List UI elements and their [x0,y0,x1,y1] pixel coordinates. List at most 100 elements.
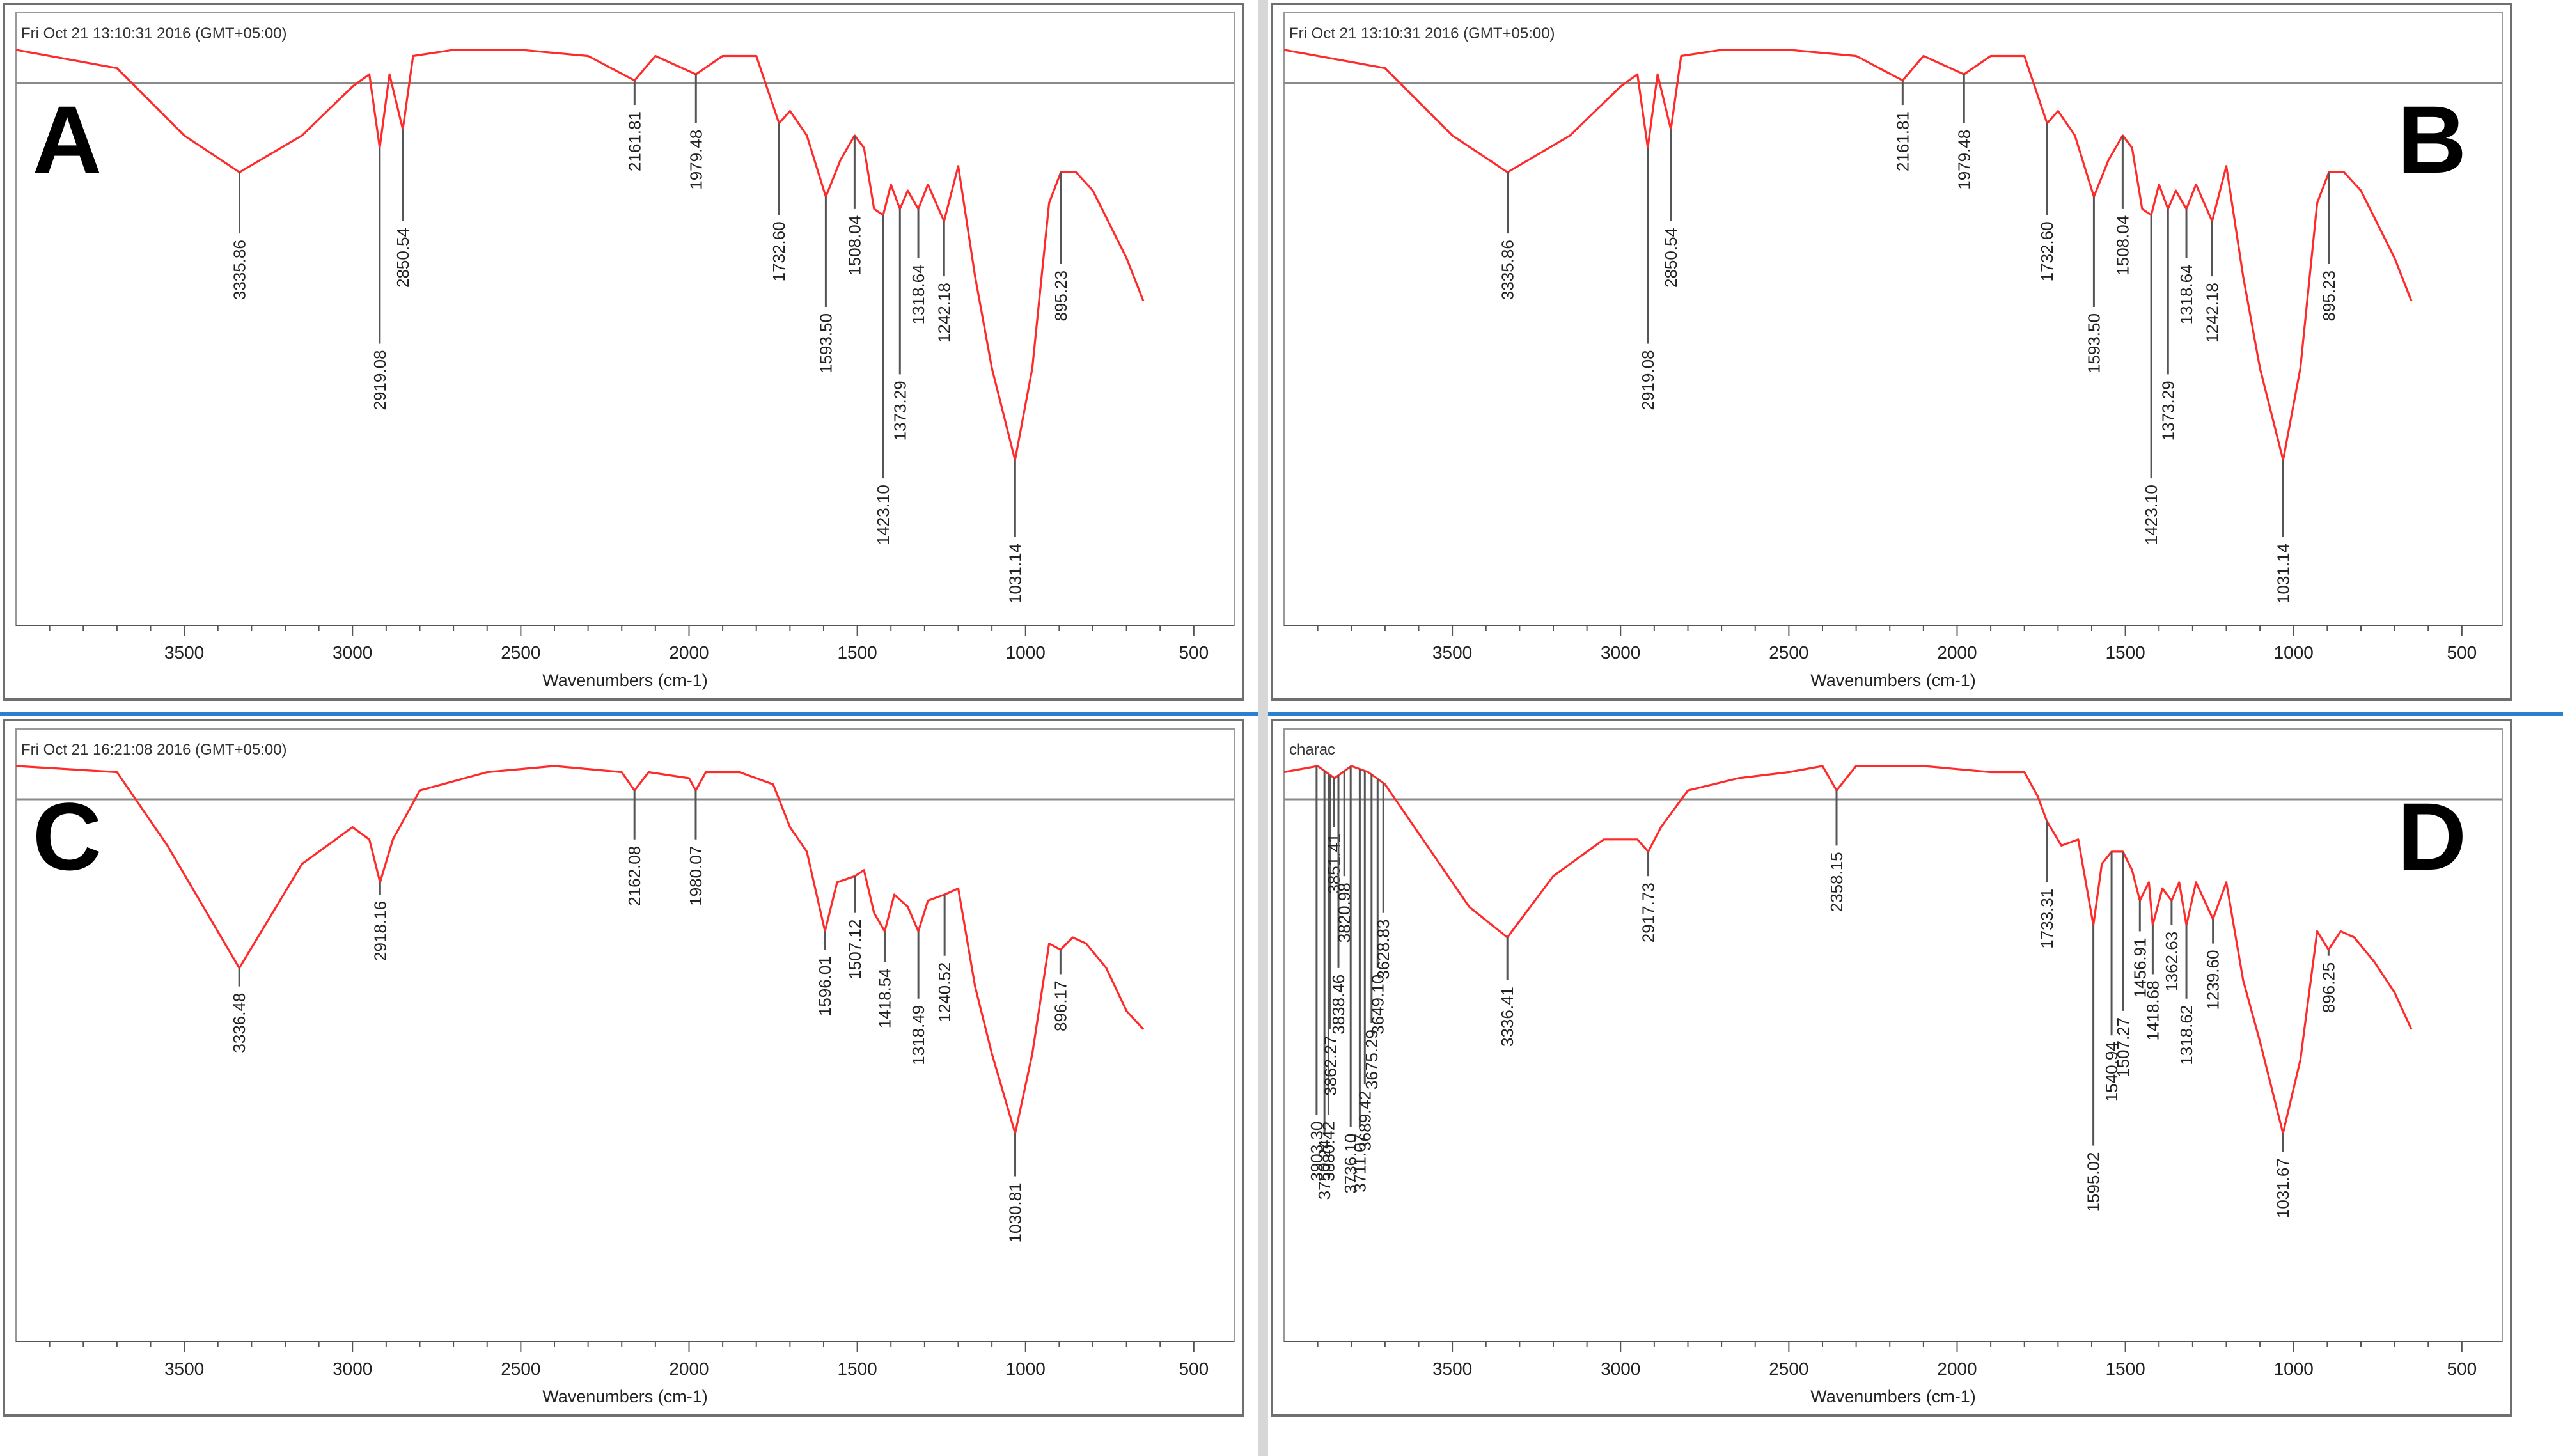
x-tick-label: 2000 [669,643,709,662]
peak-label: 1508.04 [2113,215,2132,276]
plot-frame [3,3,1244,701]
peak-label: 1733.31 [2037,889,2057,949]
peak-label: 3335.86 [230,240,249,300]
peak-label: 1418.68 [2143,980,2162,1040]
peak-label: 3711.07 [1350,1134,1369,1193]
x-axis-label: Wavenumbers (cm-1) [542,1387,708,1406]
peak-label: 1373.29 [2158,380,2177,441]
spectrum-line [15,765,1145,1134]
peak-label: 1593.50 [816,313,835,373]
x-axis-label: Wavenumbers (cm-1) [1810,671,1976,690]
peak-label: 3689.42 [1355,1091,1374,1151]
x-tick-label: 1000 [1006,1359,1046,1379]
peak-label: 3880.42 [1319,1122,1338,1182]
x-tick-label: 1500 [837,643,877,662]
x-tick-label: 1000 [2274,1359,2314,1379]
x-tick-label: 3000 [1601,643,1640,662]
x-tick-label: 2000 [669,1359,709,1379]
peak-label: 2850.54 [393,228,412,288]
peak-label: 3750.24 [1315,1139,1334,1200]
peak-label: 1318.49 [909,1005,928,1065]
peak-label: 1980.07 [686,846,705,906]
peak-label: 1318.64 [909,264,928,324]
x-tick-label: 3000 [1601,1359,1640,1379]
horizontal-panel-separator [0,712,2563,716]
spectrum-header-text: Fri Oct 21 13:10:31 2016 (GMT+05:00) [21,25,287,42]
peak-label: 1732.60 [769,221,788,281]
peak-label: 1031.67 [2273,1158,2293,1218]
peak-label: 1423.10 [874,485,893,545]
spectrum-panel-d: charac 3903.30 3750.24 3880.42 3862.27 3851.4… [1268,716,2515,1420]
peak-label: 3851.41 [1324,834,1344,894]
peak-label: 3628.83 [1374,920,1393,980]
panel-letter: D [2397,783,2466,890]
peak-label: 3649.10 [1368,975,1387,1035]
panel-letter: B [2397,86,2466,193]
peak-label: 3838.46 [1329,975,1348,1035]
peak-label: 1030.81 [1006,1182,1025,1242]
peak-label: 1508.04 [845,215,864,276]
peak-label: 2850.54 [1661,228,1681,288]
peak-label: 1732.60 [2037,221,2057,281]
peak-label: 1239.60 [2204,950,2223,1010]
x-axis-label: Wavenumbers (cm-1) [542,671,708,690]
peak-label: 1031.14 [1005,544,1024,604]
x-tick-label: 3500 [1432,1359,1472,1379]
x-axis-label: Wavenumbers (cm-1) [1810,1387,1976,1406]
spectrum-panel-c: Fri Oct 21 16:21:08 2016 (GMT+05:00) 3336… [0,716,1247,1420]
peak-label: 1507.27 [2113,1017,2133,1077]
peak-label: 1979.48 [686,130,705,190]
peak-label: 1507.12 [845,920,865,980]
x-tick-label: 1500 [2105,643,2145,662]
peak-label: 896.25 [2319,962,2338,1014]
panel-letter: A [33,86,102,193]
peak-label: 2161.81 [625,111,644,171]
x-tick-label: 3500 [1432,643,1472,662]
x-tick-label: 3500 [164,643,204,662]
peak-label: 1031.14 [2273,544,2293,604]
peak-label: 1240.52 [935,962,954,1022]
x-tick-label: 2000 [1937,1359,1977,1379]
x-tick-label: 1000 [2274,643,2314,662]
peak-label: 1596.01 [815,956,835,1016]
peak-label: 1242.18 [934,283,953,343]
spectrum-panel-b: Fri Oct 21 13:10:31 2016 (GMT+05:00) 3335… [1268,0,2515,703]
peak-label: 1318.62 [2177,1005,2196,1065]
panel-letter: C [33,783,102,890]
peak-label: 1318.64 [2177,264,2196,324]
x-tick-label: 1500 [837,1359,877,1379]
spectrum-header-text: charac [1289,741,1335,758]
spectrum-chart-svg: Fri Oct 21 16:21:08 2016 (GMT+05:00) 3336… [3,719,1244,1417]
plot-frame [1271,3,2512,701]
peak-label: 1242.18 [2202,283,2222,343]
peak-label: 2358.15 [1827,852,1846,912]
x-tick-label: 3500 [164,1359,204,1379]
x-tick-label: 1500 [2105,1359,2145,1379]
peak-label: 1373.29 [890,380,909,441]
peak-label: 1593.50 [2084,313,2103,373]
peak-label: 1456.91 [2130,937,2149,998]
vertical-panel-separator [1258,0,1268,1456]
x-tick-label: 2500 [1769,1359,1808,1379]
x-tick-label: 500 [1179,1359,1209,1379]
peak-label: 2917.73 [1639,882,1658,943]
spectrum-chart-svg: Fri Oct 21 13:10:31 2016 (GMT+05:00) 3335… [3,3,1244,701]
peak-label: 1595.02 [2084,1152,2103,1212]
x-tick-label: 500 [2447,643,2477,662]
peak-label: 3336.48 [230,993,249,1053]
peak-label: 1423.10 [2142,485,2161,545]
peak-label: 3903.30 [1307,1122,1326,1182]
peak-label: 895.23 [1051,270,1070,322]
spectrum-header-text: Fri Oct 21 16:21:08 2016 (GMT+05:00) [21,741,287,758]
spectrum-chart-svg: Fri Oct 21 13:10:31 2016 (GMT+05:00) 3335… [1271,3,2512,701]
peak-label: 895.23 [2319,270,2339,322]
peak-label: 3335.86 [1498,240,1517,300]
plot-frame [3,719,1244,1417]
peak-label: 3675.29 [1362,1029,1381,1090]
peak-label: 2919.08 [1638,350,1658,411]
peak-label: 2162.08 [625,846,644,906]
spectrum-header-text: Fri Oct 21 13:10:31 2016 (GMT+05:00) [1289,25,1555,42]
peak-label: 1362.63 [2162,932,2181,992]
peak-label: 896.17 [1051,980,1070,1031]
x-tick-label: 3000 [333,1359,372,1379]
